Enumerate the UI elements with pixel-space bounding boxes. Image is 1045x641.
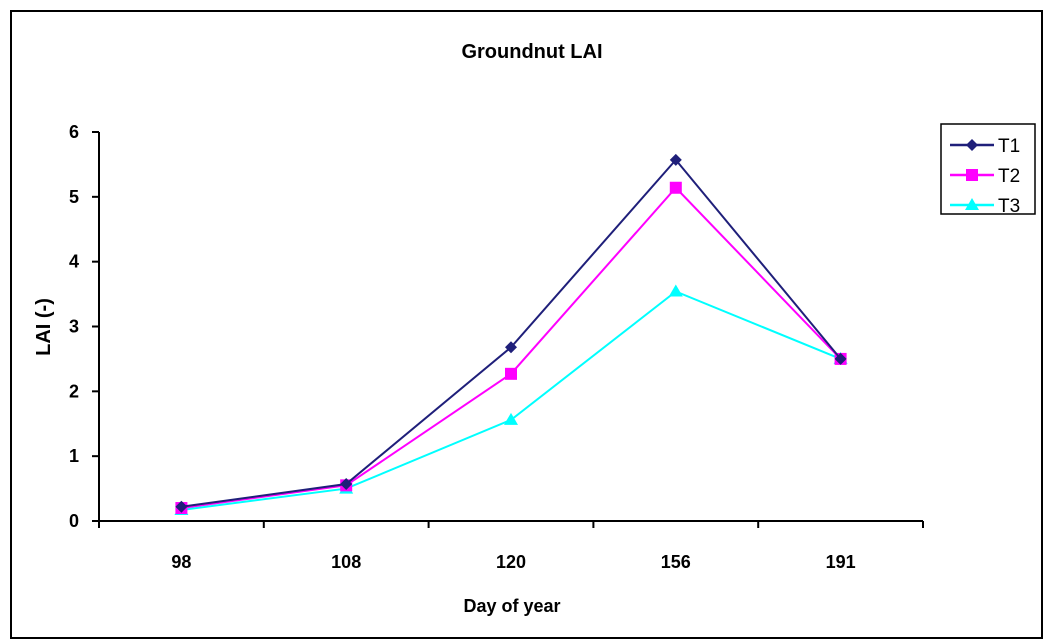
y-tick-label: 2 xyxy=(69,381,79,401)
series-t3 xyxy=(174,284,848,515)
series-t1 xyxy=(175,153,847,513)
data-point-t1 xyxy=(175,500,188,513)
y-tick-label: 3 xyxy=(69,317,79,337)
x-axis-label: Day of year xyxy=(463,596,560,616)
x-tick-label: 156 xyxy=(661,552,691,572)
y-tick-label: 0 xyxy=(69,511,79,531)
legend-marker-t3 xyxy=(965,198,979,210)
y-tick-label: 5 xyxy=(69,187,79,207)
legend-label-t1: T1 xyxy=(998,136,1020,157)
series-line-t3 xyxy=(181,290,841,511)
data-point-t3 xyxy=(668,284,683,297)
data-point-t1 xyxy=(340,478,353,491)
data-point-t1 xyxy=(505,341,517,354)
data-point-t3 xyxy=(504,412,518,425)
data-point-t1 xyxy=(834,352,847,365)
legend-marker-t1 xyxy=(966,139,978,151)
legend-marker-t2 xyxy=(966,169,978,181)
data-point-t2 xyxy=(505,367,517,380)
x-tick-label: 108 xyxy=(331,552,361,572)
y-tick-label: 4 xyxy=(69,252,79,272)
legend-label-t2: T2 xyxy=(998,166,1020,187)
legend-box xyxy=(940,123,1036,215)
data-point-t1 xyxy=(669,153,682,166)
data-point-t2 xyxy=(669,181,682,194)
x-tick-label: 120 xyxy=(496,552,526,572)
series-line-t1 xyxy=(181,158,842,508)
x-tick-label: 98 xyxy=(171,552,191,572)
legend-label-t3: T3 xyxy=(998,196,1020,217)
chart-title: Groundnut LAI xyxy=(461,41,602,63)
chart-frame xyxy=(10,10,1043,639)
y-axis-label: LAI (-) xyxy=(33,298,55,356)
y-tick-label: 1 xyxy=(69,446,79,466)
y-tick-label: 6 xyxy=(69,122,79,142)
x-tick-label: 191 xyxy=(826,552,856,572)
